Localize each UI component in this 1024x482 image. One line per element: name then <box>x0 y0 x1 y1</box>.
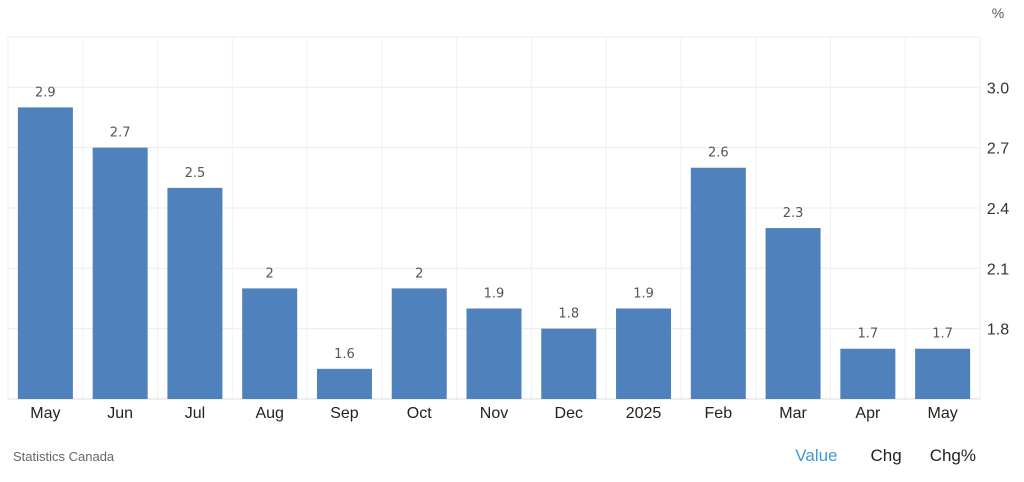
data-label: 1.6 <box>334 347 355 362</box>
x-tick-label: Jul <box>185 405 205 422</box>
bar[interactable] <box>391 288 447 399</box>
x-tick-label: Aug <box>255 405 283 422</box>
view-tabs: Value Chg Chg% <box>795 446 976 466</box>
x-tick-label: Apr <box>855 405 881 422</box>
x-tick-label: Oct <box>407 405 432 422</box>
bar[interactable] <box>765 228 821 399</box>
data-label: 2.9 <box>35 85 56 100</box>
bar[interactable] <box>17 107 73 399</box>
y-tick-label: 2.1 <box>987 261 1009 278</box>
data-label: 1.8 <box>558 307 579 322</box>
data-label: 2.6 <box>708 146 729 161</box>
data-label: 2 <box>415 266 423 281</box>
y-axis-unit-label: % <box>992 5 1004 21</box>
bar[interactable] <box>316 368 372 399</box>
y-tick-label: 2.7 <box>987 141 1009 158</box>
bar[interactable] <box>167 187 223 399</box>
x-tick-label: May <box>927 405 957 422</box>
y-tick-label: 3.0 <box>987 80 1009 97</box>
x-tick-label: Sep <box>330 405 359 422</box>
chart-y-axis-labels: 1.8 2.1 2.4 2.7 3.0 <box>987 80 1009 338</box>
x-tick-label: Feb <box>705 405 733 422</box>
x-tick-label: Mar <box>779 405 807 422</box>
chart-bars <box>17 107 971 400</box>
bar[interactable] <box>541 328 597 399</box>
chart-grid <box>7 36 981 400</box>
y-tick-label: 2.4 <box>987 201 1009 218</box>
x-tick-label: Jun <box>107 405 133 422</box>
data-label: 1.7 <box>932 327 953 342</box>
bar[interactable] <box>92 147 148 399</box>
x-tick-label: Dec <box>555 405 583 422</box>
bar[interactable] <box>242 288 298 399</box>
tab-chg[interactable]: Chg <box>870 446 902 465</box>
bar[interactable] <box>466 308 522 400</box>
bar[interactable] <box>840 348 896 399</box>
data-label: 2.5 <box>185 166 206 181</box>
y-tick-label: 1.8 <box>987 322 1009 339</box>
data-label: 1.9 <box>484 287 505 302</box>
tab-chg-percent[interactable]: Chg% <box>929 446 976 465</box>
x-tick-label: May <box>30 405 60 422</box>
tab-value[interactable]: Value <box>795 446 838 465</box>
chart-data-labels: 2.9 2.7 2.5 2 1.6 2 1.9 1.8 1.9 2.6 2.3 1.7 1.7 <box>35 85 953 361</box>
data-label: 2.7 <box>110 126 131 141</box>
data-label: 2.3 <box>783 206 804 221</box>
bar[interactable] <box>690 167 746 399</box>
x-tick-label: Nov <box>480 405 508 422</box>
x-tick-label: 2025 <box>626 405 662 422</box>
bar[interactable] <box>915 348 971 399</box>
data-label: 1.7 <box>858 327 879 342</box>
data-label: 1.9 <box>633 287 654 302</box>
bar[interactable] <box>616 308 672 400</box>
source-label: Statistics Canada <box>13 449 115 464</box>
data-label: 2 <box>266 266 274 281</box>
chart-x-axis-labels: May Jun Jul Aug Sep Oct Nov Dec 2025 Feb Mar Apr May <box>30 405 957 422</box>
